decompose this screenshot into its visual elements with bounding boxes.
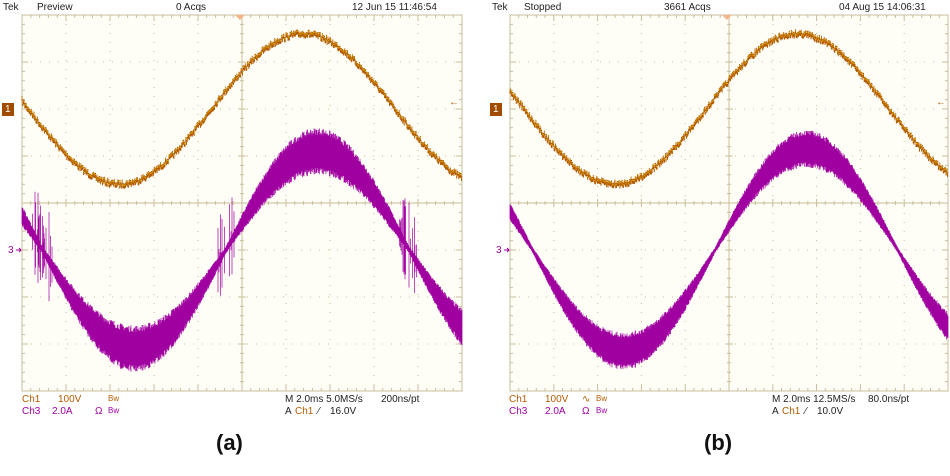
ch1-bw-limit: Bw	[596, 394, 608, 403]
trigger-slope: ⁄	[318, 406, 320, 417]
ch1-trace	[509, 29, 948, 189]
timebase: M 2.0ms 5.0MS/s	[285, 394, 363, 405]
timebase: M 2.0ms 12.5MS/s	[772, 394, 856, 405]
ch1-trace	[21, 29, 463, 189]
ch1-marker: 1	[2, 103, 14, 116]
ch1-bw-limit: Bw	[108, 394, 120, 403]
graticule-ticks	[509, 14, 949, 392]
acq-state: Preview	[37, 2, 73, 13]
trigger-prefix: A	[772, 406, 779, 417]
ch1-marker: 1	[490, 103, 502, 116]
trigger-source: Ch1	[782, 406, 801, 417]
trigger-position-icon	[722, 15, 732, 20]
ch3-level-arrow-icon	[504, 247, 510, 253]
ch3-level-arrow-icon	[16, 247, 22, 253]
trigger-slope: ⁄	[805, 406, 807, 417]
trigger-level-arrow-icon: ←	[449, 97, 459, 108]
acq-state: Stopped	[524, 2, 562, 13]
trigger-level-arrow-icon: ←	[936, 97, 946, 108]
acq-count: 0 Acqs	[176, 2, 207, 13]
ch3-scale: 2.0A	[52, 406, 73, 417]
ch1-trace-highlight	[21, 30, 462, 187]
ch3-termination: Ω	[582, 406, 590, 417]
ch3-trace	[21, 128, 463, 372]
trigger-source: Ch1	[295, 406, 314, 417]
trigger-prefix: A	[285, 406, 292, 417]
scope-panel-b	[504, 14, 949, 392]
datetime: 04 Aug 15 14:06:31	[839, 2, 926, 13]
ch3-marker: 3	[8, 245, 14, 256]
ch3-scale: 2.0A	[545, 406, 566, 417]
resolution: 200ns/pt	[381, 394, 420, 405]
ch1-label: Ch1	[22, 394, 41, 405]
ch3-trace	[509, 130, 949, 370]
ch3-termination: Ω	[95, 406, 103, 417]
ch1-trace-highlight	[509, 30, 948, 186]
caption: (a)	[216, 430, 243, 455]
trigger-level: 10.0V	[817, 406, 844, 417]
ch3-bw-limit: Bw	[108, 406, 120, 415]
ch3-label: Ch3	[509, 406, 528, 417]
ch3-label: Ch3	[22, 406, 41, 417]
brand-label: Tek	[3, 2, 19, 13]
trigger-position-icon	[235, 15, 245, 20]
caption: (b)	[704, 430, 733, 455]
acq-count: 3661 Acqs	[664, 2, 711, 13]
resolution: 80.0ns/pt	[868, 394, 910, 405]
trigger-level: 16.0V	[330, 406, 357, 417]
ch3-marker: 3	[496, 245, 502, 256]
scope-panel-a	[16, 14, 463, 392]
ch1-scale: 100V	[58, 394, 82, 405]
ch3-bw-limit: Bw	[596, 406, 608, 415]
brand-label: Tek	[492, 2, 508, 13]
ch1-scale: 100V	[545, 394, 569, 405]
datetime: 12 Jun 15 11:46:54	[352, 2, 437, 13]
ch1-label: Ch1	[509, 394, 528, 405]
ch1-coupling: ∿	[582, 394, 591, 405]
